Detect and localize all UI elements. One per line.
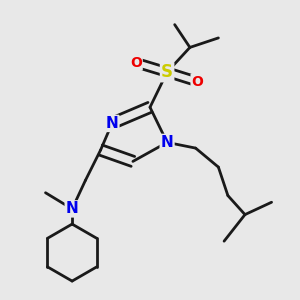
Text: O: O xyxy=(130,56,142,70)
Text: N: N xyxy=(161,135,173,150)
Text: N: N xyxy=(66,201,79,216)
Text: N: N xyxy=(106,116,118,131)
Text: O: O xyxy=(192,75,203,88)
Text: S: S xyxy=(161,63,173,81)
